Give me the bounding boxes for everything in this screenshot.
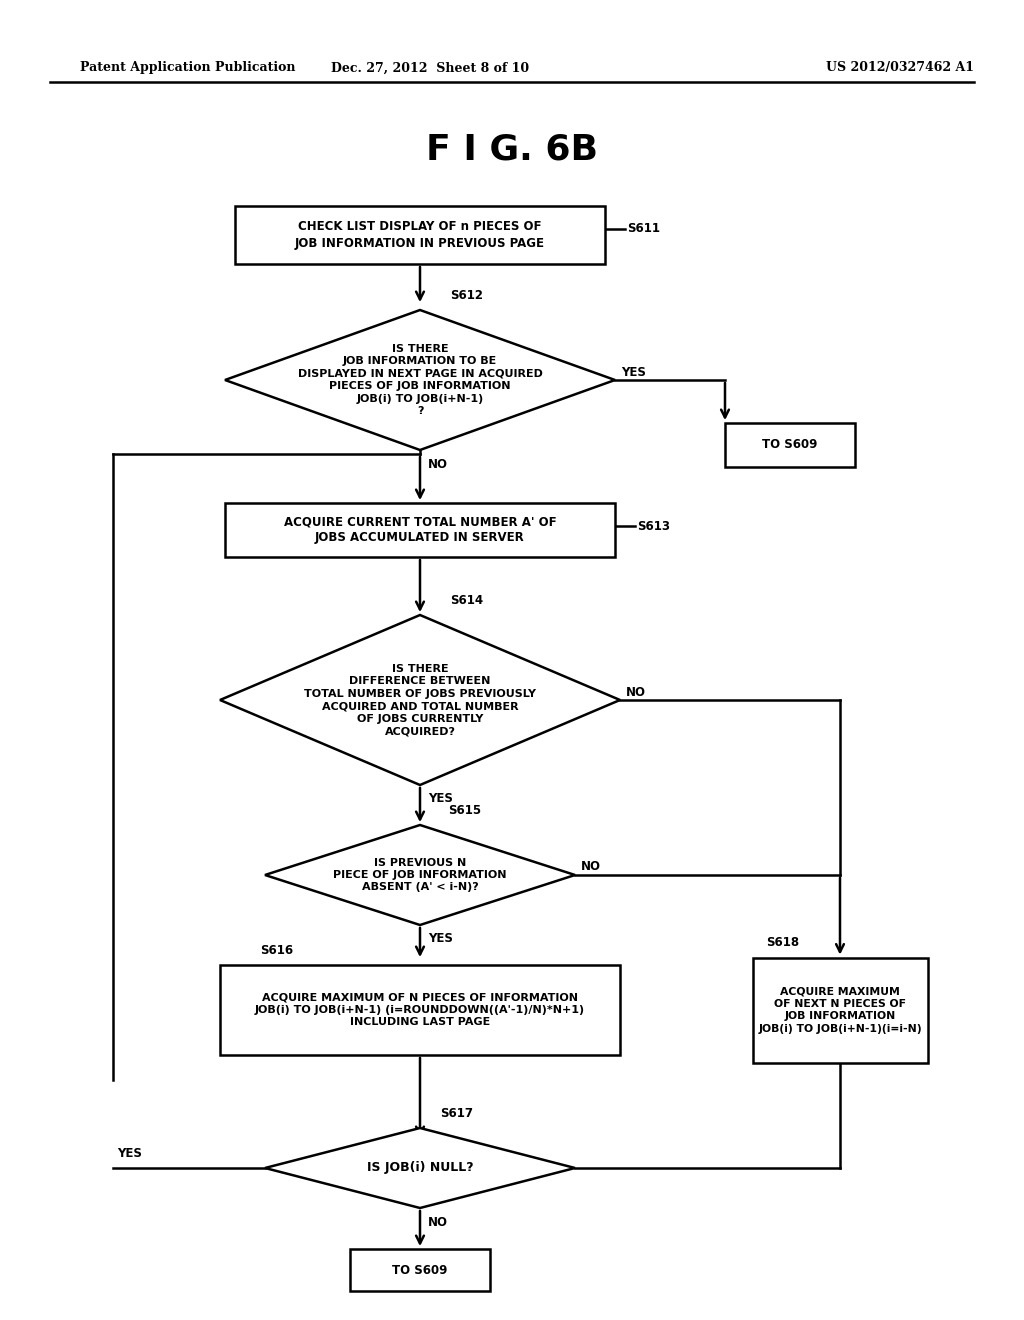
- Text: S615: S615: [449, 804, 481, 817]
- Polygon shape: [220, 615, 620, 785]
- Text: CHECK LIST DISPLAY OF n PIECES OF
JOB INFORMATION IN PREVIOUS PAGE: CHECK LIST DISPLAY OF n PIECES OF JOB IN…: [295, 220, 545, 249]
- Text: S617: S617: [440, 1107, 473, 1119]
- Bar: [753, 957, 928, 1063]
- Text: S614: S614: [450, 594, 483, 607]
- Text: S613: S613: [637, 520, 670, 532]
- Text: IS JOB(i) NULL?: IS JOB(i) NULL?: [367, 1162, 473, 1175]
- Text: IS THERE
DIFFERENCE BETWEEN
TOTAL NUMBER OF JOBS PREVIOUSLY
ACQUIRED AND TOTAL N: IS THERE DIFFERENCE BETWEEN TOTAL NUMBER…: [304, 664, 536, 737]
- Text: TO S609: TO S609: [762, 438, 818, 451]
- Text: YES: YES: [621, 366, 646, 379]
- Polygon shape: [265, 1129, 575, 1208]
- Text: Dec. 27, 2012  Sheet 8 of 10: Dec. 27, 2012 Sheet 8 of 10: [331, 62, 529, 74]
- Text: NO: NO: [428, 458, 449, 470]
- Text: NO: NO: [626, 685, 646, 698]
- Bar: [220, 965, 620, 1055]
- Bar: [350, 1249, 490, 1291]
- Bar: [234, 206, 605, 264]
- Text: Patent Application Publication: Patent Application Publication: [80, 62, 296, 74]
- Bar: [725, 422, 855, 467]
- Text: IS THERE
JOB INFORMATION TO BE
DISPLAYED IN NEXT PAGE IN ACQUIRED
PIECES OF JOB : IS THERE JOB INFORMATION TO BE DISPLAYED…: [298, 345, 543, 416]
- Text: ACQUIRE CURRENT TOTAL NUMBER A' OF
JOBS ACCUMULATED IN SERVER: ACQUIRE CURRENT TOTAL NUMBER A' OF JOBS …: [284, 516, 556, 544]
- Text: ACQUIRE MAXIMUM
OF NEXT N PIECES OF
JOB INFORMATION
JOB(i) TO JOB(i+N-1)(i=i-N): ACQUIRE MAXIMUM OF NEXT N PIECES OF JOB …: [758, 986, 922, 1034]
- Text: NO: NO: [428, 1216, 449, 1229]
- Text: YES: YES: [117, 1147, 142, 1160]
- Text: NO: NO: [581, 861, 601, 874]
- Text: YES: YES: [428, 932, 453, 945]
- Text: ACQUIRE MAXIMUM OF N PIECES OF INFORMATION
JOB(i) TO JOB(i+N-1) (i=ROUNDDOWN((A': ACQUIRE MAXIMUM OF N PIECES OF INFORMATI…: [255, 993, 585, 1027]
- Text: S611: S611: [627, 223, 660, 235]
- Text: US 2012/0327462 A1: US 2012/0327462 A1: [826, 62, 974, 74]
- Polygon shape: [265, 825, 575, 925]
- Text: S618: S618: [767, 936, 800, 949]
- Text: IS PREVIOUS N
PIECE OF JOB INFORMATION
ABSENT (A' < i-N)?: IS PREVIOUS N PIECE OF JOB INFORMATION A…: [333, 858, 507, 892]
- Polygon shape: [225, 310, 615, 450]
- Text: F I G. 6B: F I G. 6B: [426, 133, 598, 168]
- Text: TO S609: TO S609: [392, 1263, 447, 1276]
- Bar: [225, 503, 615, 557]
- Text: S612: S612: [450, 289, 483, 302]
- Text: S616: S616: [260, 944, 293, 957]
- Text: YES: YES: [428, 792, 453, 805]
